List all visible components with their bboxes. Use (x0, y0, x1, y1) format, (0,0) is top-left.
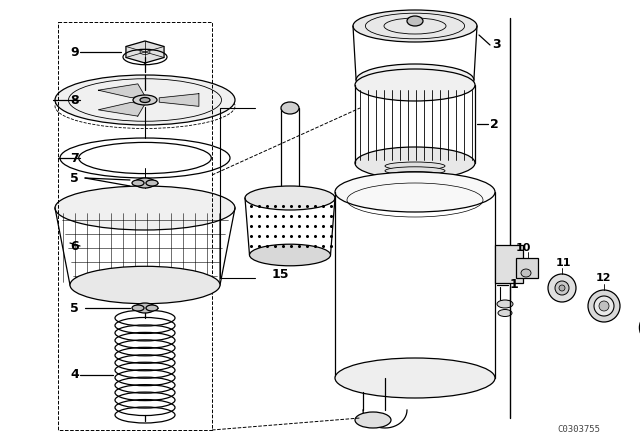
Text: 5: 5 (70, 172, 79, 185)
Ellipse shape (353, 10, 477, 42)
Text: 3: 3 (492, 39, 500, 52)
Text: 15: 15 (272, 268, 289, 281)
Text: 6: 6 (70, 240, 79, 253)
Polygon shape (159, 94, 199, 106)
Ellipse shape (355, 69, 475, 101)
Ellipse shape (385, 162, 445, 170)
Ellipse shape (599, 301, 609, 311)
Ellipse shape (55, 75, 235, 125)
Ellipse shape (133, 95, 157, 105)
Ellipse shape (497, 300, 513, 308)
Text: 4: 4 (70, 369, 79, 382)
Ellipse shape (132, 180, 144, 186)
Ellipse shape (250, 244, 330, 266)
Bar (495, 245, 523, 283)
Ellipse shape (407, 16, 423, 26)
Text: 10: 10 (516, 243, 531, 253)
Ellipse shape (385, 177, 445, 185)
Ellipse shape (498, 310, 512, 316)
Text: C0303755: C0303755 (557, 426, 600, 435)
Ellipse shape (140, 98, 150, 103)
Ellipse shape (559, 285, 565, 291)
Ellipse shape (385, 167, 445, 175)
Text: 12: 12 (596, 273, 611, 283)
Polygon shape (126, 41, 164, 63)
Ellipse shape (146, 180, 158, 186)
Ellipse shape (555, 281, 569, 295)
Ellipse shape (335, 172, 495, 212)
Ellipse shape (521, 269, 531, 277)
Text: 8: 8 (70, 94, 79, 107)
Ellipse shape (245, 186, 335, 210)
Bar (516, 258, 538, 278)
Ellipse shape (588, 290, 620, 322)
Polygon shape (99, 84, 145, 98)
Ellipse shape (385, 172, 445, 180)
Text: 11: 11 (556, 258, 572, 268)
Ellipse shape (335, 358, 495, 398)
Text: 9: 9 (70, 46, 79, 59)
Text: 2: 2 (490, 117, 499, 130)
Ellipse shape (132, 305, 144, 311)
Ellipse shape (281, 102, 299, 114)
Ellipse shape (281, 189, 299, 201)
Polygon shape (99, 102, 145, 116)
Ellipse shape (146, 305, 158, 311)
Ellipse shape (135, 303, 155, 313)
Ellipse shape (355, 412, 391, 428)
Ellipse shape (356, 64, 474, 96)
Text: 5: 5 (70, 302, 79, 314)
Ellipse shape (55, 186, 235, 230)
Ellipse shape (70, 266, 220, 304)
Ellipse shape (594, 296, 614, 316)
Ellipse shape (355, 147, 475, 179)
Ellipse shape (135, 178, 155, 188)
Ellipse shape (385, 186, 445, 194)
Text: 7: 7 (70, 151, 79, 164)
Ellipse shape (385, 181, 445, 189)
Text: 1: 1 (510, 279, 519, 292)
Ellipse shape (548, 274, 576, 302)
